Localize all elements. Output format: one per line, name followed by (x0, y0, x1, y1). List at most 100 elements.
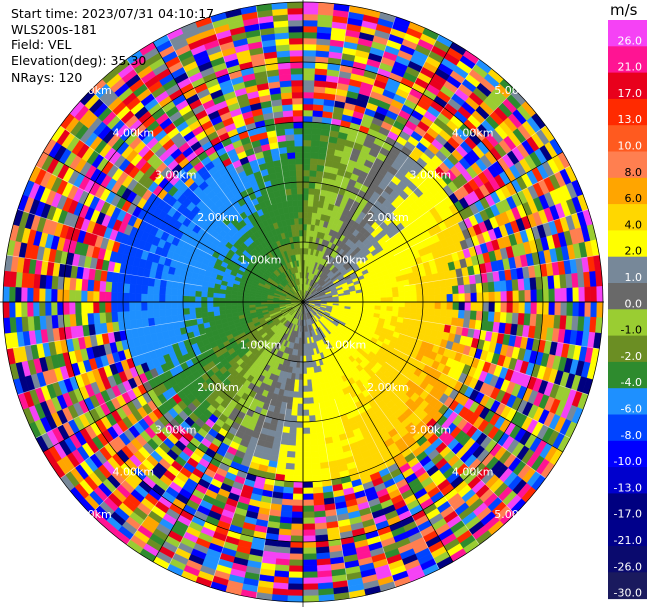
ppi-gate (303, 428, 310, 434)
ppi-gate (111, 282, 118, 292)
ppi-gate (312, 122, 322, 129)
ppi-gate (303, 152, 311, 158)
ppi-gate (518, 279, 525, 291)
ppi-gate (303, 146, 311, 152)
ppi-gate (555, 289, 561, 303)
ppi-gate (476, 311, 483, 321)
ppi-gate (501, 291, 507, 302)
ppi-gate (306, 356, 309, 362)
ppi-gate (303, 470, 312, 476)
ppi-gate (294, 464, 303, 470)
ppi-gate (303, 458, 311, 464)
ppi-gate (290, 421, 297, 427)
ppi-gate (287, 451, 295, 458)
ppi-gate (567, 288, 573, 302)
ppi-gate (39, 288, 45, 302)
ppi-gate (363, 302, 369, 305)
ppi-gate (416, 289, 422, 296)
ppi-gate (303, 536, 316, 542)
ppi-gate (183, 289, 189, 296)
ppi-gate (237, 299, 243, 302)
ppi-gate (99, 312, 106, 323)
ppi-gate (303, 128, 312, 134)
ppi-gate (303, 524, 315, 530)
ppi-gate (303, 398, 308, 404)
ppi-gate (290, 542, 303, 548)
ppi-gate (307, 212, 312, 218)
ppi-gate (298, 392, 303, 398)
ppi-gate (303, 134, 312, 140)
ppi-gate (231, 298, 237, 302)
ppi-gate (303, 86, 314, 92)
ppi-gate (597, 302, 603, 318)
ppi-gate (63, 302, 69, 315)
ppi-gate (428, 288, 435, 295)
ppi-gate (488, 282, 495, 292)
ppi-gate (399, 297, 405, 302)
ppi-gate (316, 171, 323, 178)
ppi-gate (75, 278, 82, 290)
ppi-gate (422, 289, 428, 296)
ppi-gate (3, 286, 9, 302)
ppi-gate (21, 302, 27, 317)
ppi-gate (123, 283, 130, 293)
ppi-gate (507, 302, 513, 313)
ppi-gate (429, 295, 435, 302)
ppi-gate (147, 286, 154, 294)
ppi-gate (309, 176, 316, 182)
ppi-gate (75, 290, 81, 302)
ppi-gate (303, 212, 308, 218)
ppi-gate (387, 293, 393, 298)
ppi-gate (313, 110, 323, 117)
ppi-gate (141, 310, 148, 319)
ppi-gate (171, 309, 178, 316)
ppi-gate (160, 279, 167, 287)
ppi-gate (135, 284, 142, 293)
ppi-gate (433, 316, 440, 324)
ppi-gate (291, 530, 303, 536)
ppi-gate (477, 293, 483, 302)
ppi-gate (399, 302, 405, 307)
ppi-gate (303, 518, 315, 524)
ppi-gate (555, 302, 561, 316)
ppi-gate (303, 356, 306, 362)
ppi-gate (512, 313, 519, 325)
ppi-gate (293, 488, 303, 494)
ppi-gate (288, 578, 303, 584)
ppi-gate (81, 302, 87, 314)
ppi-gate (153, 286, 160, 294)
ppi-gate (489, 292, 495, 302)
ppi-gate (280, 517, 292, 524)
ppi-gate (495, 302, 501, 312)
ppi-gate (303, 584, 318, 590)
ppi-gate (303, 590, 318, 596)
ppi-gate (308, 206, 313, 212)
ppi-gate (171, 295, 177, 302)
ppi-gate (423, 295, 429, 302)
ppi-gate (57, 289, 63, 302)
ppi-gate (27, 288, 33, 302)
ppi-gate (434, 309, 441, 317)
ppi-gate (219, 298, 225, 302)
ppi-gate (105, 302, 111, 312)
ppi-gate (9, 302, 15, 317)
ppi-gate (297, 410, 303, 416)
ppi-gate (87, 302, 93, 313)
ppi-gate (303, 374, 307, 380)
ppi-gate (314, 517, 326, 524)
ppi-gate (309, 415, 316, 421)
ppi-gate (303, 542, 316, 548)
ppi-gate (243, 299, 249, 302)
ppi-gate (99, 291, 105, 302)
ppi-gate (500, 312, 507, 323)
ppi-gate (303, 362, 306, 368)
ppi-gate (506, 280, 513, 291)
ppi-gate (308, 397, 314, 403)
ppi-gate (303, 350, 306, 356)
ppi-gate (292, 506, 303, 512)
ppi-gate (282, 493, 293, 500)
ppi-gate (287, 445, 295, 452)
ppi-gate (291, 518, 303, 524)
ppi-gate (507, 291, 513, 302)
ppi-gate (87, 313, 94, 325)
